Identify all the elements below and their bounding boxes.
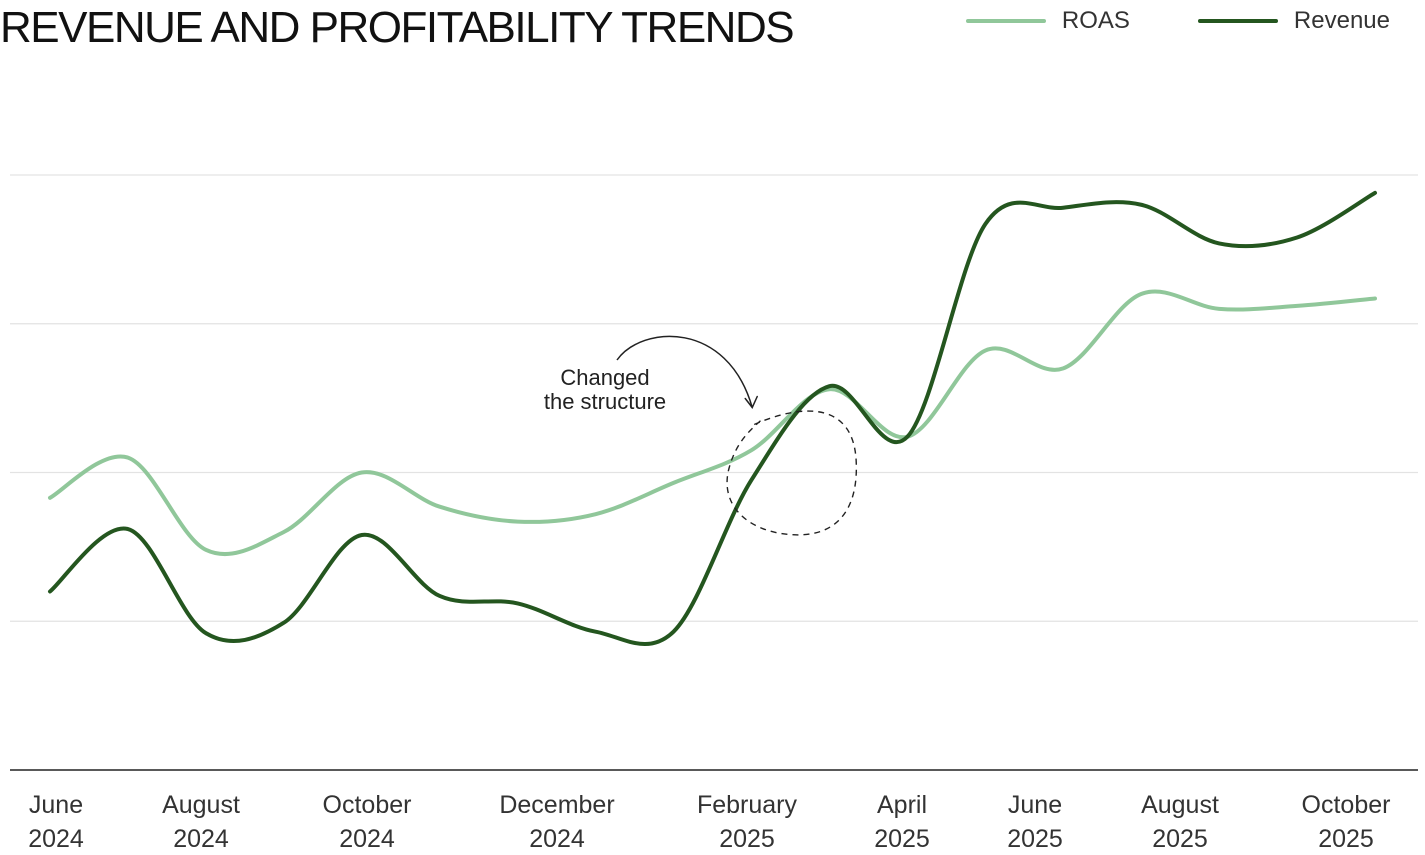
chart-title: REVENUE AND PROFITABILITY TRENDS bbox=[0, 3, 795, 52]
x-tick-label-year: 2025 bbox=[719, 825, 775, 853]
series-layer bbox=[48, 190, 1377, 646]
annotation-arrow bbox=[616, 335, 753, 408]
series-line-roas bbox=[48, 289, 1377, 556]
legend-label-revenue: Revenue bbox=[1293, 7, 1390, 34]
x-tick-label-month: June bbox=[1008, 791, 1062, 819]
legend-label-roas: ROAS bbox=[1061, 7, 1130, 34]
x-tick-label-month: February bbox=[697, 791, 798, 819]
series-line-revenue bbox=[48, 190, 1377, 646]
annotation-text-line2: the structure bbox=[544, 389, 666, 414]
legend-swatch-revenue bbox=[1197, 19, 1278, 23]
x-tick-label-month: August bbox=[162, 791, 240, 819]
x-tick-label-year: 2024 bbox=[529, 825, 585, 853]
x-tick-label-month: October bbox=[323, 791, 412, 819]
x-tick-label-year: 2024 bbox=[28, 825, 84, 853]
x-tick-label-year: 2025 bbox=[874, 825, 930, 853]
x-tick-label-month: October bbox=[1302, 791, 1391, 819]
legend-item-revenue: Revenue bbox=[1197, 6, 1390, 36]
x-tick-labels: June 2024 August 2024 October 2024 December 202… bbox=[28, 791, 1390, 853]
gridlines bbox=[10, 174, 1418, 622]
annotation-text-line1: Changed bbox=[560, 365, 649, 390]
x-tick-label-year: 2025 bbox=[1007, 825, 1063, 853]
x-tick-label-month: April bbox=[877, 791, 927, 819]
legend: ROAS Revenue bbox=[965, 6, 1390, 36]
annotation-arrowhead bbox=[744, 395, 758, 409]
x-tick-label-year: 2024 bbox=[339, 825, 395, 853]
x-tick-label-year: 2024 bbox=[173, 825, 229, 853]
x-tick-label-month: August bbox=[1141, 791, 1219, 819]
x-tick-label-month: December bbox=[499, 791, 614, 819]
legend-swatch-roas bbox=[965, 19, 1046, 23]
x-tick-label-month: June bbox=[29, 791, 83, 819]
x-tick-label-year: 2025 bbox=[1318, 825, 1374, 853]
x-tick-label-year: 2025 bbox=[1152, 825, 1208, 853]
legend-item-roas: ROAS bbox=[965, 6, 1130, 36]
annotation-dashed-loop bbox=[726, 410, 857, 536]
